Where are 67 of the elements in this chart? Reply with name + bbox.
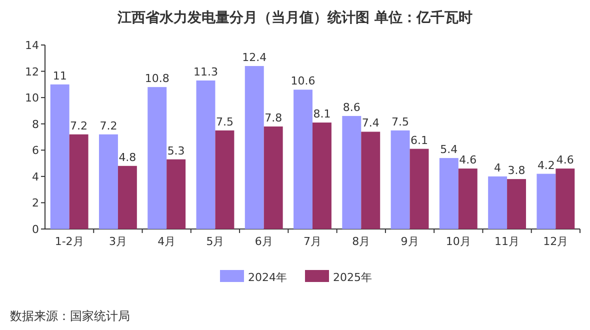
data-label: 5.4 <box>440 143 458 156</box>
bar <box>390 130 410 229</box>
data-label: 4.6 <box>556 154 574 167</box>
chart-title: 江西省水力发电量分月（当月值）统计图 单位：亿千瓦时 <box>116 9 472 26</box>
x-tick-label: 9月 <box>400 235 419 248</box>
y-tick-label: 0 <box>32 223 39 236</box>
data-label: 7.8 <box>264 111 282 124</box>
source-note: 数据来源：国家统计局 <box>10 309 130 323</box>
data-label: 8.1 <box>313 108 331 121</box>
y-tick-label: 6 <box>32 144 39 158</box>
data-label: 10.6 <box>290 74 316 88</box>
legend-label: 2025年 <box>333 271 372 284</box>
bar <box>215 130 234 229</box>
data-label: 7.4 <box>362 116 380 130</box>
bar <box>507 179 526 229</box>
bar <box>69 134 88 229</box>
data-label: 8.6 <box>342 100 360 114</box>
x-tick-label: 6月 <box>254 235 273 248</box>
bar <box>148 87 167 229</box>
data-label: 11.3 <box>193 65 218 78</box>
x-tick-label: 3月 <box>108 235 127 248</box>
data-label: 10.8 <box>144 72 170 86</box>
x-tick-label: 4月 <box>158 235 176 248</box>
bar <box>458 168 478 229</box>
x-tick-label: 11月 <box>494 235 520 248</box>
bar <box>342 116 362 229</box>
bar <box>166 159 186 229</box>
data-label: 5.3 <box>167 144 185 158</box>
bar <box>536 174 556 229</box>
x-tick-label: 12月 <box>543 235 568 248</box>
data-label: 7.5 <box>216 115 234 128</box>
data-label: 4 <box>494 161 502 174</box>
data-label: 6.1 <box>410 134 428 147</box>
data-label: 4.8 <box>118 150 136 164</box>
x-tick-label: 7月 <box>304 235 322 248</box>
y-tick-label: 8 <box>32 118 39 131</box>
y-tick-label: 12 <box>25 65 39 78</box>
x-tick-label: 8月 <box>352 235 370 248</box>
y-tick-label: 4 <box>32 170 39 184</box>
bar <box>98 134 118 229</box>
data-label: 7.5 <box>392 115 410 128</box>
bar <box>556 168 575 229</box>
bar <box>312 122 332 229</box>
bar <box>50 84 70 229</box>
data-label: 7.2 <box>100 119 118 132</box>
data-label: 3.8 <box>508 164 526 178</box>
bar <box>410 148 429 229</box>
data-label: 4.6 <box>459 154 477 167</box>
bar <box>294 90 312 229</box>
data-label: 4.2 <box>537 158 555 172</box>
bar <box>361 132 380 229</box>
x-tick-label: 1-2月 <box>54 235 84 248</box>
y-tick-label: 14 <box>25 39 39 52</box>
data-label: 11 <box>52 69 67 82</box>
y-tick-label: 2 <box>32 196 39 210</box>
data-label: 7.2 <box>70 119 88 132</box>
bar <box>118 166 137 229</box>
data-label: 12.4 <box>242 51 267 64</box>
y-tick-label: 10 <box>25 92 39 105</box>
bar <box>244 66 264 229</box>
bar <box>264 126 283 229</box>
bar <box>439 158 458 229</box>
bar <box>196 80 216 229</box>
x-tick-label: 10月 <box>446 235 471 248</box>
bar <box>488 176 508 229</box>
x-tick-label: 5月 <box>206 235 224 248</box>
legend-label: 2024年 <box>248 271 287 284</box>
